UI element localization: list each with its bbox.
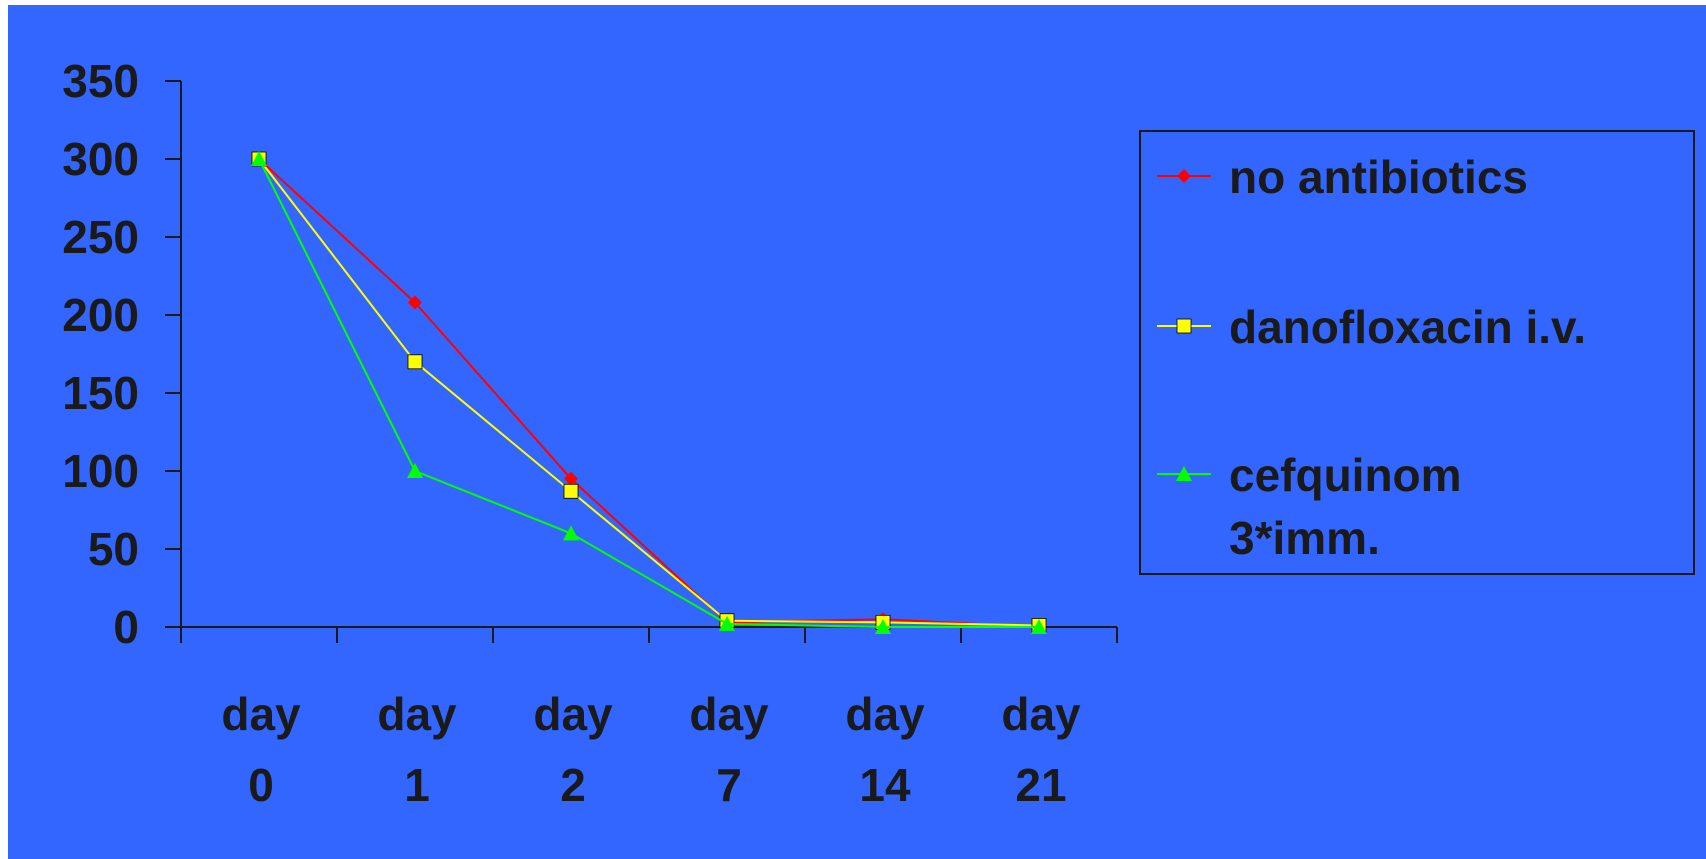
- x-tick-label: day: [377, 688, 457, 740]
- data-point-danofloxacin-i-v: [563, 483, 579, 499]
- data-point-cefquinom-3-imm: [407, 463, 423, 478]
- data-point-cefquinom-3-imm: [1031, 619, 1047, 634]
- y-tick-label: 150: [62, 367, 139, 419]
- legend-box: [1139, 130, 1695, 575]
- legend-marker-cefquinom-3-imm: [1176, 466, 1192, 481]
- x-tick-label: day: [533, 688, 613, 740]
- y-tick-label: 200: [62, 289, 139, 341]
- chart-background: [8, 5, 1706, 859]
- data-point-no-antibiotics: [408, 295, 422, 310]
- x-tick-label: day: [221, 688, 301, 740]
- x-tick-label: 1: [404, 759, 430, 811]
- y-tick-label: 100: [62, 445, 139, 497]
- legend-label: 3*imm.: [1229, 512, 1380, 564]
- x-tick-label: day: [1001, 688, 1081, 740]
- legend-label: danofloxacin i.v.: [1229, 301, 1586, 353]
- y-tick-label: 300: [62, 133, 139, 185]
- series-line-danofloxacin-i-v: [258, 158, 1040, 627]
- legend-label: no antibiotics: [1229, 151, 1528, 203]
- x-tick-label: 2: [560, 759, 586, 811]
- y-tick-label: 250: [62, 211, 139, 263]
- data-point-cefquinom-3-imm: [719, 615, 735, 631]
- x-tick-label: day: [845, 688, 925, 740]
- data-point-cefquinom-3-imm: [251, 151, 267, 166]
- x-tick-label: day: [689, 688, 769, 740]
- series-line-cefquinom-3-imm: [258, 158, 1039, 628]
- y-tick-label: 0: [113, 601, 139, 653]
- y-tick-label: 350: [62, 55, 139, 107]
- x-tick-label: 0: [248, 759, 274, 811]
- data-point-danofloxacin-i-v: [407, 354, 423, 370]
- data-point-cefquinom-3-imm: [875, 619, 891, 634]
- y-tick-label: 50: [88, 523, 139, 575]
- legend-marker-danofloxacin-i-v: [1176, 318, 1192, 334]
- x-tick-label: 21: [1015, 759, 1066, 811]
- x-tick-label: 7: [716, 759, 742, 811]
- data-point-no-antibiotics: [564, 471, 578, 486]
- data-point-cefquinom-3-imm: [563, 525, 579, 541]
- x-tick-label: 14: [859, 759, 911, 811]
- legend-marker-no-antibiotics: [1177, 169, 1191, 183]
- legend-label: cefquinom: [1229, 449, 1462, 501]
- series-line-no-antibiotics: [258, 158, 1040, 628]
